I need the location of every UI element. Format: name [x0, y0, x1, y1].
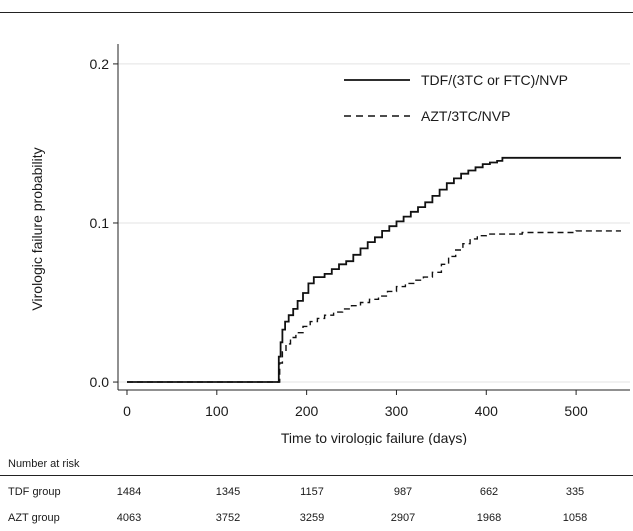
series-line-azt — [127, 230, 621, 383]
risk-cell: 1345 — [215, 486, 241, 498]
x-tick-label: 100 — [205, 403, 229, 419]
series-line-tdf — [127, 156, 621, 383]
x-axis-title: Time to virologic failure (days) — [281, 430, 467, 445]
x-tick-label: 400 — [475, 403, 499, 419]
x-tick-label: 300 — [385, 403, 409, 419]
risk-cell: 3259 — [299, 512, 325, 524]
legend-label-azt: AZT/3TC/NVP — [421, 108, 510, 124]
risk-cell: 1968 — [476, 512, 502, 524]
risk-table-header: Number at risk — [8, 458, 80, 470]
y-tick-label: 0.0 — [90, 374, 110, 390]
x-tick-label: 0 — [123, 403, 131, 419]
risk-cell: 4063 — [116, 512, 142, 524]
risk-cell: 3752 — [215, 512, 241, 524]
risk-cell: 335 — [565, 486, 585, 498]
y-axis-title: Virologic failure probability — [29, 147, 45, 310]
top-rule — [0, 12, 633, 13]
risk-row-label: AZT group — [8, 512, 60, 524]
risk-row-label: TDF group — [8, 486, 61, 498]
x-tick-label: 500 — [564, 403, 588, 419]
y-tick-label: 0.2 — [90, 56, 110, 72]
risk-cell: 1058 — [562, 512, 588, 524]
risk-cell: 1157 — [300, 486, 324, 498]
km-chart: 0.0 0.1 0.2 0 100 200 300 400 500 Time to virolog… — [29, 44, 630, 445]
risk-table-divider — [0, 475, 633, 476]
risk-cell: 662 — [479, 486, 499, 498]
risk-cell: 987 — [393, 486, 413, 498]
y-tick-label: 0.1 — [90, 215, 110, 231]
legend-label-tdf: TDF/(3TC or FTC)/NVP — [421, 72, 568, 88]
risk-cell: 1484 — [116, 486, 142, 498]
risk-cell: 2907 — [390, 512, 416, 524]
x-tick-label: 200 — [295, 403, 319, 419]
